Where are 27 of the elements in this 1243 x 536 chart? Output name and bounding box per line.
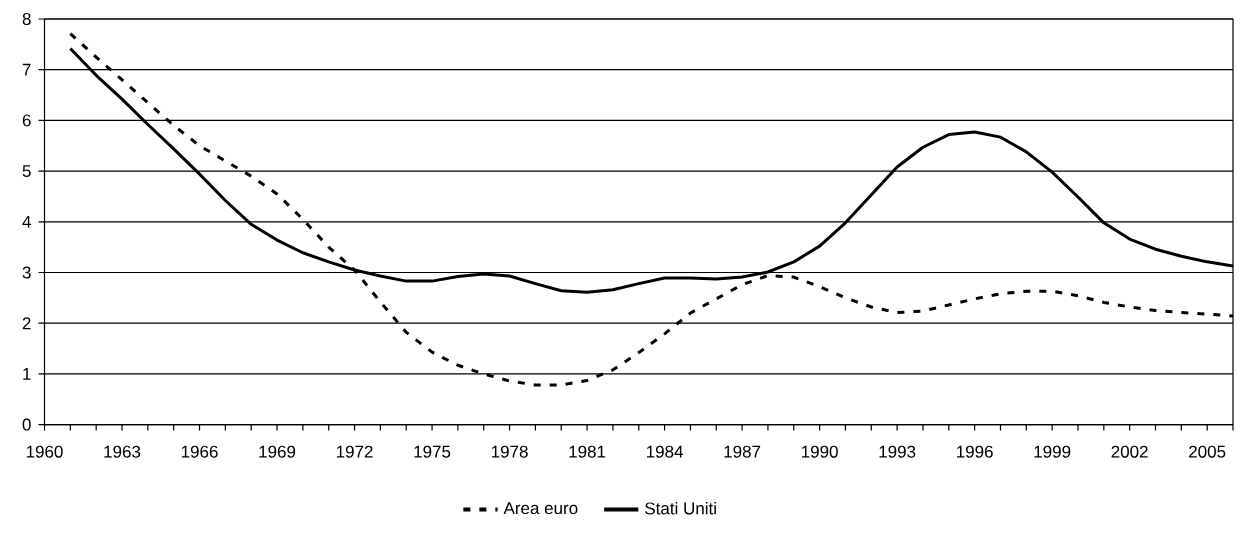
x-tick-label: 1963 — [104, 445, 141, 458]
x-tick-label: 1999 — [1034, 445, 1071, 458]
x-tick-label: 1960 — [26, 445, 63, 458]
x-tick-label: 2005 — [1189, 445, 1226, 458]
x-tick-label: 1969 — [259, 445, 296, 458]
y-tick-label: 4 — [22, 215, 31, 228]
y-tick-label: 5 — [22, 165, 31, 178]
y-tick-label: 3 — [22, 266, 31, 279]
x-tick-label: 1975 — [414, 445, 451, 458]
x-tick-label: 1987 — [724, 445, 761, 458]
x-tick-label: 1966 — [181, 445, 218, 458]
y-tick-label: 2 — [22, 317, 31, 330]
x-tick-label: 2002 — [1111, 445, 1148, 458]
x-tick-label: 1972 — [336, 445, 373, 458]
y-tick-label: 6 — [22, 114, 31, 127]
x-tick-label: 1978 — [491, 445, 528, 458]
x-tick-label: 1996 — [957, 445, 993, 458]
x-tick-label: 1990 — [801, 445, 838, 458]
y-tick-label: 1 — [23, 368, 31, 380]
x-tick-label: 1993 — [879, 445, 916, 458]
y-tick-label: 7 — [22, 63, 31, 76]
x-tick-label: 1984 — [646, 445, 684, 458]
legend-label: Area euro — [503, 502, 578, 515]
legend-label: Stati Uniti — [645, 501, 716, 515]
y-tick-label: 0 — [22, 418, 31, 431]
y-tick-label: 8 — [22, 13, 31, 26]
x-tick-label: 1981 — [569, 445, 606, 458]
